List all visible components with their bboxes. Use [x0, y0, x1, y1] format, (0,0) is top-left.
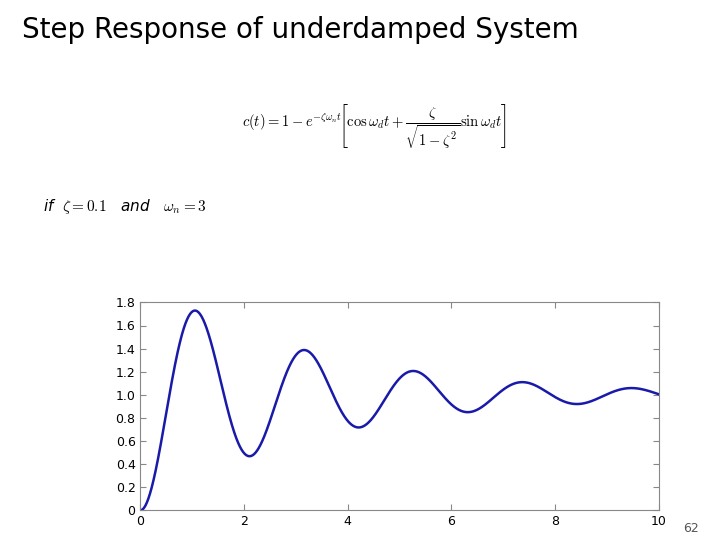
Text: if  $\zeta = 0.1$   and   $\omega_n = 3$: if $\zeta = 0.1$ and $\omega_n = 3$ [43, 197, 207, 216]
Text: 62: 62 [683, 522, 698, 535]
Text: Step Response of underdamped System: Step Response of underdamped System [22, 16, 578, 44]
Text: $c(t) = 1 - e^{-\zeta\omega_n t}\!\left[\cos\omega_d t + \dfrac{\zeta}{\sqrt{1-\: $c(t) = 1 - e^{-\zeta\omega_n t}\!\left[… [242, 103, 507, 151]
